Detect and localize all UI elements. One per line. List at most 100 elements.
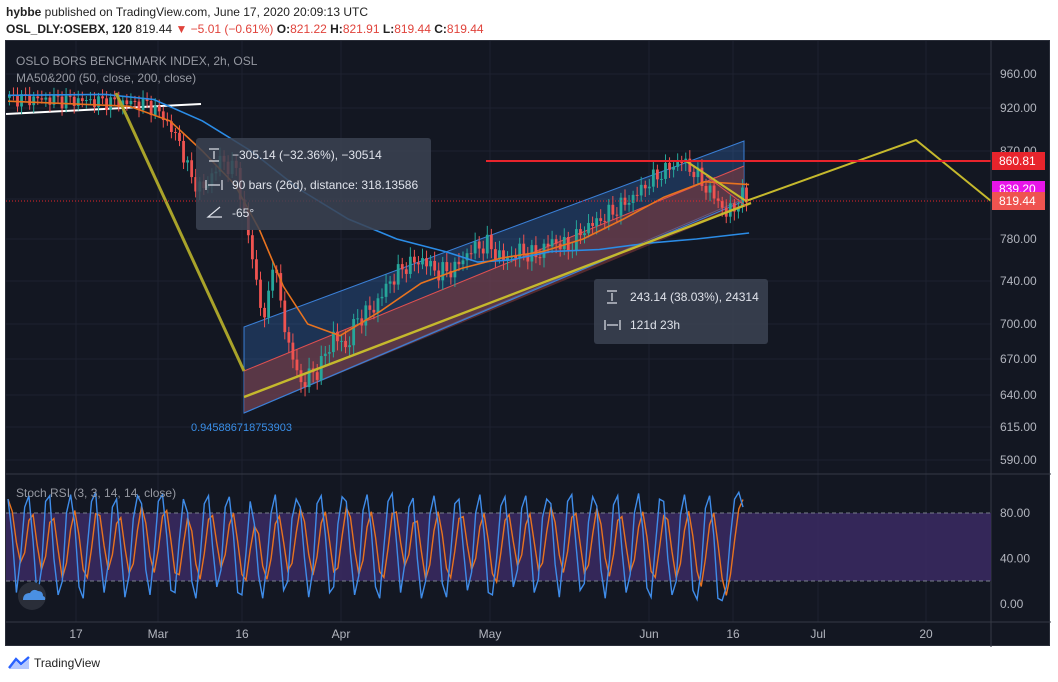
tradingview-logo-icon	[8, 656, 30, 669]
candle	[631, 194, 635, 203]
price-tick-label: 740.00	[1000, 274, 1037, 288]
candle	[522, 243, 526, 255]
candle	[712, 185, 716, 199]
candle	[587, 223, 590, 234]
candle	[425, 258, 428, 267]
candle	[267, 290, 270, 318]
candle	[327, 352, 331, 354]
channel-lower-band[interactable]	[244, 166, 744, 413]
candle	[64, 95, 68, 109]
drop-trend-line[interactable]	[114, 92, 246, 372]
candle	[141, 98, 145, 111]
time-tick-label: 16	[235, 627, 249, 641]
candle	[384, 283, 388, 297]
measure-box-2[interactable]: 243.14 (38.03%), 24314 121d 23h	[594, 279, 768, 344]
candle	[481, 248, 485, 254]
descending-line[interactable]	[705, 175, 747, 207]
cloud-icon[interactable]	[18, 582, 46, 610]
candle	[664, 162, 667, 179]
chart-area[interactable]: 0.945886718753903 −305.14 (−32.36%), −30…	[5, 40, 1051, 647]
candle	[101, 96, 104, 99]
ma200-line[interactable]	[7, 93, 750, 263]
vertical-measure-icon	[209, 148, 219, 162]
candle	[538, 257, 542, 259]
candle	[279, 273, 283, 301]
candle	[368, 305, 372, 310]
candle	[651, 169, 655, 187]
time-tick-label: Apr	[332, 627, 351, 641]
candle	[737, 207, 740, 212]
candle	[36, 96, 40, 99]
footer: TradingView	[0, 648, 1058, 682]
candle	[32, 96, 36, 106]
candle	[441, 262, 445, 281]
candle	[514, 255, 518, 259]
ohlc-line: OSL_DLY:OSEBX, 120 819.44 ▼ −5.01 (−0.61…	[6, 22, 484, 36]
high-label: H:	[330, 22, 343, 36]
candle	[380, 296, 384, 299]
candle	[76, 98, 80, 106]
time-axis[interactable]: 17 Mar 16 Apr May Jun 16 Jul 20	[69, 627, 933, 641]
vertical-measure-icon	[607, 290, 617, 304]
candle	[449, 271, 453, 278]
candle	[619, 197, 623, 216]
svg-text:860.81: 860.81	[999, 154, 1036, 168]
projection-line[interactable]	[685, 138, 992, 203]
candle	[344, 340, 347, 348]
candle	[676, 161, 680, 167]
tradingview-brand[interactable]: TradingView	[8, 656, 100, 670]
candle	[716, 198, 720, 202]
candle	[186, 160, 189, 163]
stoch-d-line[interactable]	[7, 498, 744, 596]
price-axis[interactable]: 960.00920.00870.00820.00780.00740.00700.…	[1000, 67, 1037, 467]
publisher-name[interactable]: hybbe	[6, 5, 42, 19]
time-tick-label: 20	[919, 627, 933, 641]
last-price-tag: 819.44	[992, 192, 1045, 210]
candle	[20, 94, 23, 107]
candle	[125, 100, 129, 105]
candle	[741, 187, 744, 208]
oscillator-tick-label: 80.00	[1000, 506, 1030, 520]
support-trend-line[interactable]	[243, 201, 752, 399]
candle	[352, 319, 356, 346]
candle	[259, 279, 262, 308]
stoch-k-line[interactable]	[7, 490, 744, 602]
candle	[97, 96, 100, 108]
header: hybbe published on TradingView.com, June…	[0, 0, 1058, 40]
close-label: C:	[434, 22, 447, 36]
fib-label: 0.945886718753903	[191, 422, 292, 434]
channel-mid-line[interactable]	[243, 165, 745, 372]
candle	[534, 245, 538, 258]
angle-icon	[206, 206, 222, 218]
price-tick-label: 615.00	[1000, 420, 1037, 434]
resistance-price-tag: 860.81	[992, 152, 1045, 170]
stoch-legend: Stoch RSI (3, 3, 14, 14, close)	[16, 486, 176, 500]
candle	[668, 162, 671, 170]
oscillator-axis[interactable]: 80.00 40.00 0.00	[1000, 506, 1030, 611]
candle	[89, 99, 92, 101]
candle	[178, 132, 181, 141]
low-label: L:	[382, 22, 395, 36]
candle	[8, 94, 11, 98]
measure1-line2: 90 bars (26d), distance: 318.13586	[232, 178, 418, 192]
candle	[546, 243, 550, 247]
candle	[271, 269, 275, 291]
candle	[40, 98, 44, 100]
price-chart[interactable]: 0.945886718753903 −305.14 (−32.36%), −30…	[6, 41, 1051, 647]
candle	[153, 105, 157, 116]
measure-box-1[interactable]: −305.14 (−32.36%), −30514 90 bars (26d),…	[196, 138, 431, 230]
horizontal-measure-icon	[604, 320, 621, 330]
candle	[72, 96, 76, 106]
candle	[182, 140, 185, 163]
candle	[421, 258, 424, 265]
candle	[688, 158, 692, 172]
candle	[404, 269, 408, 274]
candle	[307, 368, 311, 388]
candle	[80, 98, 84, 102]
candle	[291, 342, 295, 360]
candle	[109, 97, 113, 111]
time-tick-label: Jul	[810, 627, 825, 641]
candle	[477, 241, 481, 249]
time-tick-label: Jun	[639, 627, 658, 641]
candle	[453, 261, 457, 278]
